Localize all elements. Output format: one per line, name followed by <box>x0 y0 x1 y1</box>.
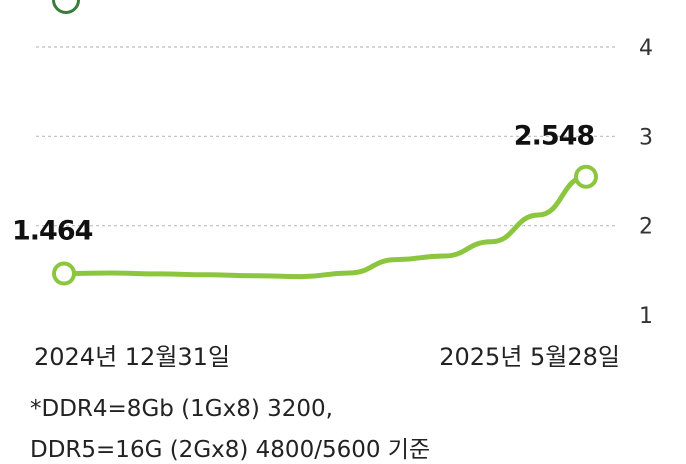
footnote-line-2: DDR5=16G (2Gx8) 4800/5600 기준 <box>30 437 431 463</box>
y-tick-label-3: 3 <box>639 125 653 150</box>
data-label-11: 2.548 <box>514 121 595 152</box>
series-line <box>61 174 589 280</box>
footnote-line-1: *DDR4=8Gb (1Gx8) 3200, <box>30 396 333 422</box>
grid-lines <box>36 46 618 227</box>
line-chart: 1 2 3 4 2024년 12월31일 2025년 5월28일 1.464 2.548 <box>12 36 653 371</box>
y-axis-ticks: 1 2 3 4 <box>639 36 653 329</box>
data-point-0 <box>52 261 76 286</box>
x-axis-labels: 2024년 12월31일 2025년 5월28일 <box>34 343 620 371</box>
y-tick-label-1: 1 <box>639 304 653 329</box>
series-layer <box>52 164 598 286</box>
y-tick-label-2: 2 <box>639 215 653 240</box>
data-label-0: 1.464 <box>12 216 93 247</box>
data-point-11 <box>574 164 598 189</box>
data-labels: 1.464 2.548 <box>12 121 595 247</box>
x-tick-label-start: 2024년 12월31일 <box>34 343 230 371</box>
y-tick-label-4: 4 <box>639 36 653 61</box>
x-tick-label-end: 2025년 5월28일 <box>439 343 620 371</box>
